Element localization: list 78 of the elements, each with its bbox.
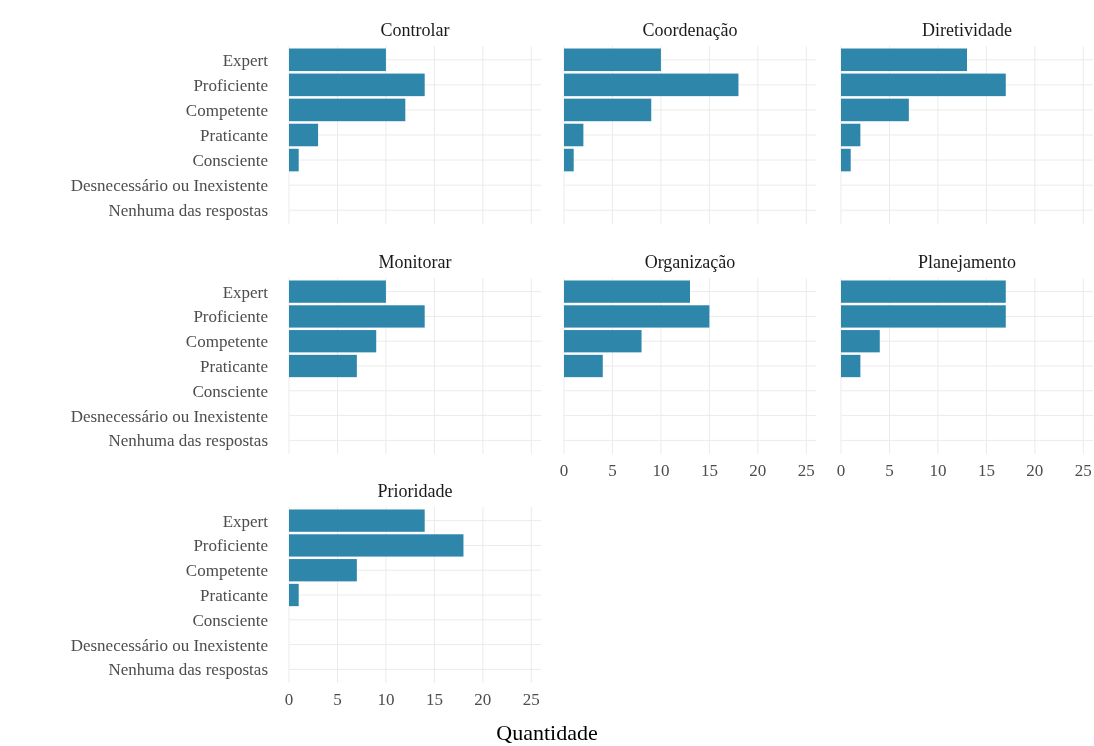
x-tick-label: 15: [425, 690, 443, 709]
bar: [564, 48, 661, 72]
x-tick-label: 5: [333, 690, 342, 709]
bar: [841, 73, 1006, 97]
y-tick-label: Competente: [185, 561, 268, 581]
x-tick-label: 25: [522, 690, 540, 709]
bar: [564, 98, 652, 122]
y-tick-label: Consciente: [192, 610, 268, 630]
bar: [841, 123, 861, 147]
bar: [841, 280, 1006, 303]
bar: [289, 280, 386, 303]
x-tick-label: 20: [1026, 461, 1044, 480]
x-tick-label: 0: [559, 461, 569, 480]
x-tick-label: 5: [885, 461, 894, 480]
y-tick-label: Competente: [185, 100, 268, 120]
bar: [289, 48, 386, 72]
bar: [841, 330, 880, 353]
x-tick-label: 25: [1074, 461, 1092, 480]
bar: [289, 123, 319, 147]
y-tick-label: Praticante: [200, 125, 268, 145]
x-tick-label: 10: [652, 461, 670, 480]
x-tick-label: 20: [474, 690, 492, 709]
bar: [841, 148, 851, 172]
bar: [564, 148, 574, 172]
x-tick-label: 10: [377, 690, 395, 709]
bar: [841, 98, 909, 122]
bar: [289, 98, 406, 122]
y-tick-label: Proficiente: [193, 75, 268, 95]
y-tick-label: Expert: [222, 511, 269, 531]
x-tick-label: 15: [700, 461, 718, 480]
bar: [564, 305, 710, 328]
chart-title: Coordenação: [642, 20, 738, 40]
bar: [289, 534, 464, 557]
bar: [289, 73, 425, 97]
y-tick-label: Expert: [222, 282, 269, 302]
x-tick-label: 10: [929, 461, 947, 480]
bar: [289, 148, 299, 172]
x-axis-title: Quantidade: [496, 720, 598, 745]
bar: [289, 305, 425, 328]
bar: [289, 583, 299, 607]
bar: [841, 305, 1006, 328]
x-tick-label: 0: [836, 461, 846, 480]
bar: [564, 73, 739, 97]
chart-title: Controlar: [380, 20, 450, 40]
y-tick-label: Desnecessário ou Inexistente: [70, 176, 268, 196]
bar: [841, 354, 861, 378]
y-tick-label: Nenhuma das respostas: [108, 660, 268, 680]
y-tick-label: Consciente: [192, 381, 268, 401]
x-tick-label: 25: [797, 461, 815, 480]
y-tick-label: Praticante: [200, 585, 268, 605]
chart-title: Prioridade: [377, 481, 453, 501]
bar: [564, 123, 584, 147]
y-tick-label: Nenhuma das respostas: [108, 201, 268, 221]
bar: [289, 330, 377, 353]
x-tick-label: 15: [977, 461, 995, 480]
y-tick-label: Praticante: [200, 356, 268, 376]
bar: [564, 354, 603, 378]
x-tick-label: 5: [608, 461, 617, 480]
x-tick-label: 0: [284, 690, 294, 709]
bar: [289, 509, 425, 532]
chart-title: Planejamento: [918, 252, 1016, 272]
chart-title: Diretividade: [922, 20, 1012, 40]
y-tick-label: Nenhuma das respostas: [108, 431, 268, 451]
bar: [289, 354, 357, 378]
y-tick-label: Proficiente: [193, 307, 268, 327]
chart-title: Monitorar: [378, 252, 452, 272]
bar: [289, 559, 357, 582]
x-tick-label: 20: [749, 461, 767, 480]
y-tick-label: Proficiente: [193, 536, 268, 556]
chart-title: Organização: [644, 252, 736, 272]
y-tick-label: Consciente: [192, 151, 268, 171]
y-tick-label: Competente: [185, 332, 268, 352]
y-tick-label: Expert: [222, 50, 269, 70]
bar: [841, 48, 967, 72]
y-tick-label: Desnecessário ou Inexistente: [70, 635, 268, 655]
bar: [564, 280, 690, 303]
y-tick-label: Desnecessário ou Inexistente: [70, 406, 268, 426]
bar: [564, 330, 642, 353]
